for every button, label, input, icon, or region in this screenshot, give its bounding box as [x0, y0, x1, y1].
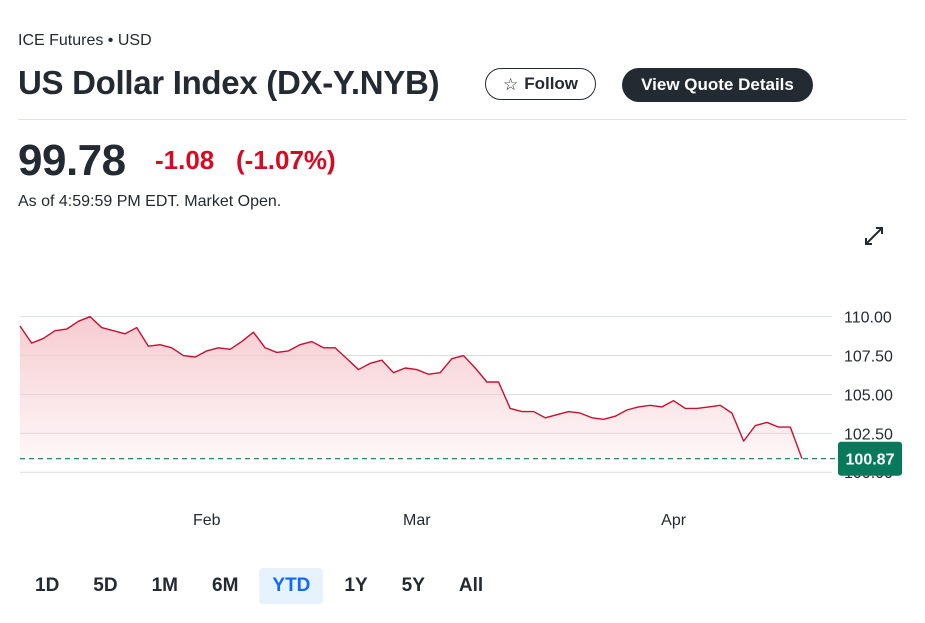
- exchange-label: ICE Futures • USD: [18, 32, 152, 49]
- last-value-label: 100.87: [846, 452, 895, 469]
- range-1y[interactable]: 1Y: [344, 575, 368, 596]
- expand-icon[interactable]: [862, 224, 886, 248]
- x-tick-label: Feb: [193, 512, 221, 529]
- range-ytd[interactable]: YTD: [259, 568, 324, 604]
- view-quote-details-button[interactable]: View Quote Details: [622, 68, 813, 102]
- y-tick-label: 102.50: [844, 426, 893, 443]
- header-divider: [18, 119, 906, 120]
- x-tick-label: Apr: [661, 512, 687, 529]
- current-price: 99.78: [18, 136, 126, 185]
- y-tick-label: 107.50: [844, 349, 893, 366]
- y-tick-label: 105.00: [844, 387, 893, 404]
- area-fill: [20, 316, 802, 459]
- range-6m[interactable]: 6M: [212, 575, 239, 596]
- range-1d[interactable]: 1D: [35, 575, 60, 596]
- range-5y[interactable]: 5Y: [401, 575, 425, 596]
- range-5d[interactable]: 5D: [93, 575, 118, 596]
- follow-button[interactable]: ☆ Follow: [485, 68, 596, 100]
- series-line: [19, 315, 803, 459]
- as-of-timestamp: As of 4:59:59 PM EDT. Market Open.: [18, 193, 282, 210]
- price-change: -1.08: [155, 145, 215, 175]
- price-chart[interactable]: 110.00107.50105.00102.50100.00100.87FebM…: [0, 270, 925, 540]
- range-all[interactable]: All: [458, 575, 484, 596]
- follow-label: Follow: [524, 74, 579, 93]
- page-title: US Dollar Index (DX-Y.NYB): [18, 64, 440, 101]
- x-tick-label: Mar: [403, 512, 431, 529]
- star-icon: ☆: [502, 74, 519, 94]
- y-tick-label: 110.00: [844, 310, 892, 327]
- range-selector: 1D 5D 1M 6M YTD 1Y 5Y All: [22, 568, 504, 604]
- range-1m[interactable]: 1M: [151, 575, 178, 596]
- price-change-percent: (-1.07%): [236, 145, 336, 175]
- last-value-badge: [838, 441, 902, 476]
